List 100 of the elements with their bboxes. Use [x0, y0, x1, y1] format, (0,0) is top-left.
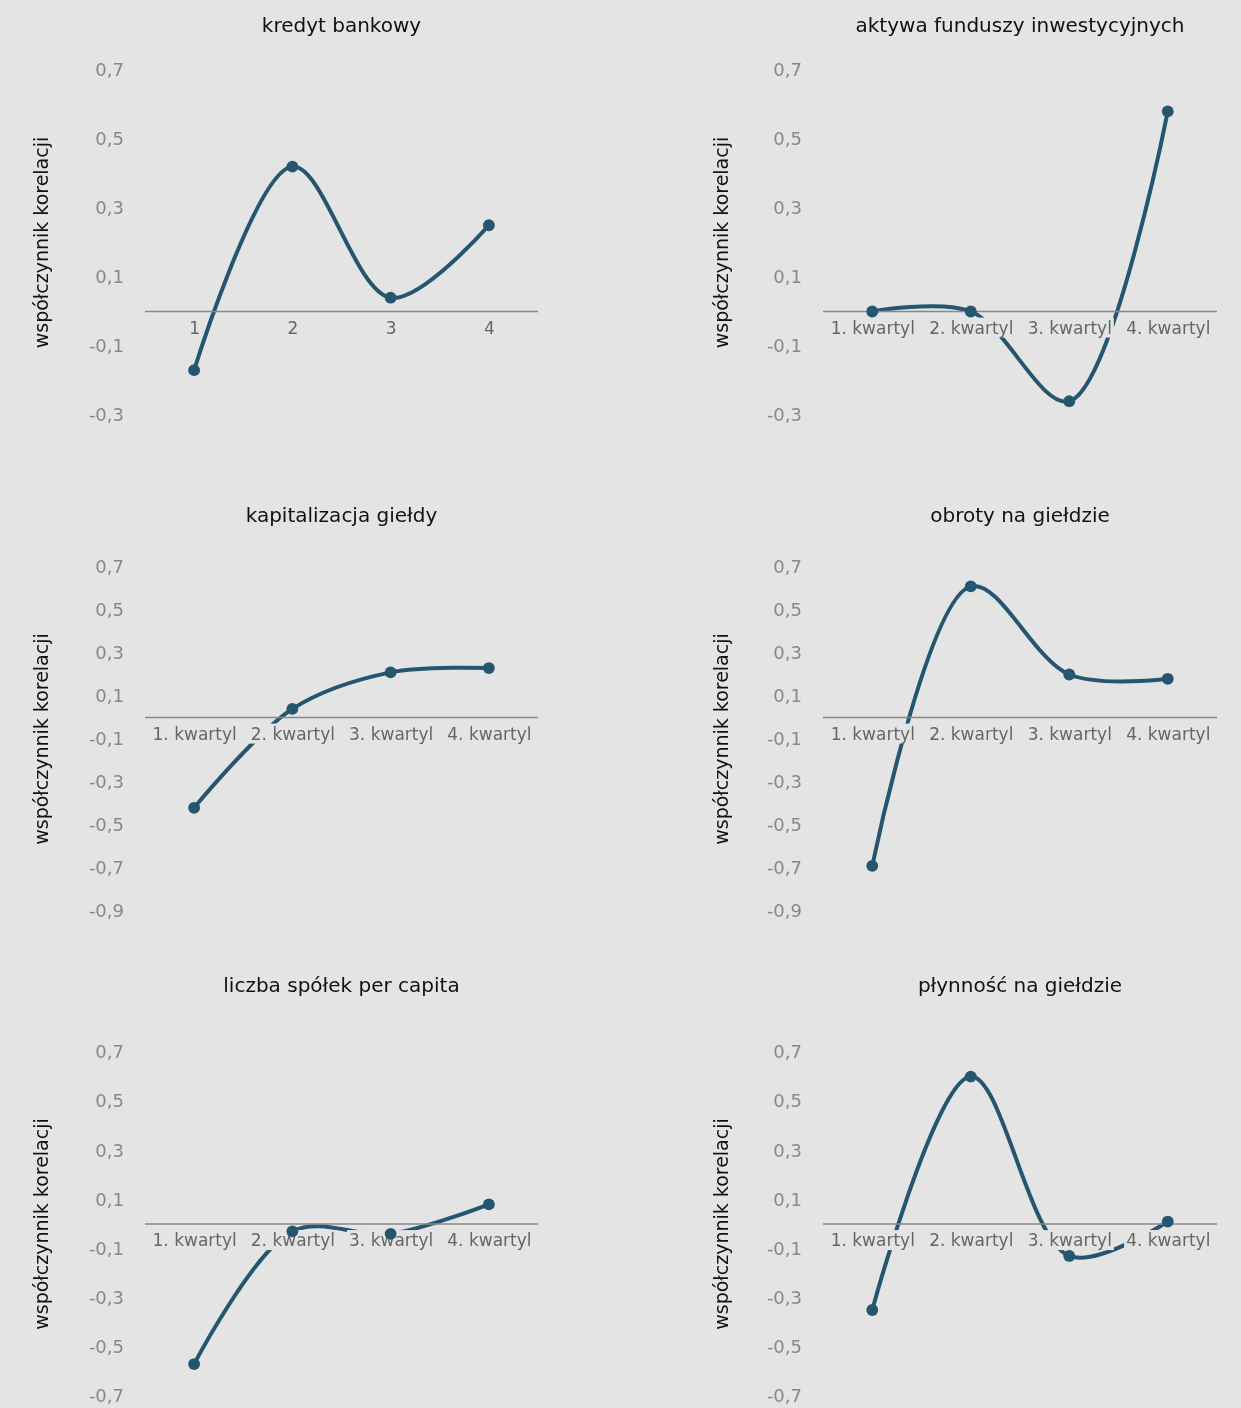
point: [286, 160, 299, 173]
y-tick-label: -0,5: [88, 1336, 124, 1358]
x-tick-label: 4: [483, 317, 495, 338]
y-tick-label: 0,3: [95, 642, 124, 664]
y-tick-label: 0,5: [773, 1090, 802, 1112]
y-tick-label: 0,1: [773, 1188, 802, 1210]
x-tick-label: 3. kwartyl: [349, 723, 434, 744]
x-tick-label: 1. kwartyl: [152, 1230, 237, 1251]
y-tick-label: -0,1: [766, 335, 802, 357]
y-tick-label: -0,3: [88, 404, 124, 426]
chart-title: obroty na giełdzie: [930, 503, 1110, 527]
y-tick-label: 0,5: [95, 599, 124, 621]
point: [188, 364, 201, 377]
x-tick-label: 4. kwartyl: [1126, 723, 1211, 744]
chart-title: kredyt bankowy: [261, 13, 422, 37]
y-axis-title: współczynnik korelacji: [710, 633, 732, 845]
chart-title: kapitalizacja giełdy: [245, 503, 438, 527]
y-tick-label: -0,7: [766, 1385, 802, 1407]
y-tick-label: 0,5: [773, 128, 802, 150]
y-tick-label: 0,5: [95, 128, 124, 150]
y-tick-label: 0,7: [773, 59, 802, 81]
point: [482, 219, 495, 232]
x-tick-label: 4. kwartyl: [1126, 1230, 1211, 1251]
y-axis-title: współczynnik korelacji: [710, 136, 732, 349]
x-tick-label: 2. kwartyl: [929, 723, 1014, 744]
x-tick-label: 2. kwartyl: [929, 1230, 1014, 1251]
y-tick-label: 0,5: [773, 599, 802, 621]
y-tick-label: 0,1: [95, 685, 124, 707]
y-tick-label: 0,3: [95, 1139, 124, 1161]
chart-title: liczba spółek per capita: [223, 973, 460, 997]
y-tick-label: 0,7: [95, 59, 124, 81]
y-tick-label: 0,3: [773, 1139, 802, 1161]
point: [1161, 1215, 1174, 1228]
y-tick-label: -0,9: [766, 900, 802, 922]
point: [286, 702, 299, 715]
x-tick-label: 2. kwartyl: [250, 1230, 335, 1251]
x-tick-label: 3. kwartyl: [1027, 317, 1112, 338]
x-tick-label: 3. kwartyl: [1027, 723, 1112, 744]
y-tick-label: -0,5: [766, 814, 802, 836]
x-tick-label: 3. kwartyl: [1027, 1230, 1112, 1251]
y-tick-label: 0,3: [95, 197, 124, 219]
y-tick-label: 0,7: [773, 1041, 802, 1063]
x-tick-label: 1. kwartyl: [830, 1230, 915, 1251]
y-tick-label: -0,1: [88, 335, 124, 357]
x-tick-label: 1. kwartyl: [830, 723, 915, 744]
x-tick-label: 1: [189, 317, 201, 338]
point: [384, 666, 397, 679]
chart-title: płynność na giełdzie: [917, 973, 1123, 997]
x-tick-label: 1. kwartyl: [830, 317, 915, 338]
point: [188, 801, 201, 814]
point: [1063, 395, 1076, 408]
x-tick-label: 4. kwartyl: [447, 1230, 532, 1251]
y-tick-label: -0,3: [88, 1286, 124, 1308]
y-tick-label: 0,7: [95, 1041, 124, 1063]
y-tick-label: 0,1: [773, 685, 802, 707]
chart-title: aktywa funduszy inwestycyjnych: [855, 13, 1185, 37]
y-tick-label: -0,7: [88, 1385, 124, 1407]
point: [866, 305, 879, 318]
y-tick-label: 0,3: [773, 197, 802, 219]
y-axis-title: współczynnik korelacji: [710, 1118, 732, 1330]
y-tick-label: 0,3: [773, 642, 802, 664]
y-tick-label: -0,9: [88, 900, 124, 922]
x-tick-label: 3. kwartyl: [349, 1230, 434, 1251]
y-tick-label: -0,1: [88, 1237, 124, 1259]
x-tick-label: 1. kwartyl: [152, 723, 237, 744]
point: [964, 305, 977, 318]
y-tick-label: 0,5: [95, 1090, 124, 1112]
y-tick-label: -0,1: [88, 728, 124, 750]
x-tick-label: 2. kwartyl: [250, 723, 335, 744]
point: [964, 580, 977, 593]
x-tick-label: 4. kwartyl: [447, 723, 532, 744]
y-tick-label: -0,1: [766, 728, 802, 750]
point: [964, 1070, 977, 1083]
y-tick-label: 0,7: [773, 556, 802, 578]
point: [1161, 672, 1174, 685]
x-tick-label: 2: [287, 317, 299, 338]
x-tick-label: 3: [385, 317, 397, 338]
y-tick-label: 0,1: [773, 266, 802, 288]
y-axis-title: współczynnik korelacji: [30, 136, 52, 349]
x-tick-label: 2. kwartyl: [929, 317, 1014, 338]
point: [384, 291, 397, 304]
point: [1161, 105, 1174, 118]
point: [1063, 668, 1076, 681]
point: [866, 1304, 879, 1316]
y-axis-title: współczynnik korelacji: [30, 1118, 52, 1330]
y-tick-label: -0,5: [766, 1336, 802, 1358]
y-tick-label: -0,7: [766, 857, 802, 879]
point: [482, 662, 495, 674]
y-tick-label: -0,1: [766, 1237, 802, 1259]
y-tick-label: 0,7: [95, 556, 124, 578]
y-tick-label: -0,5: [88, 814, 124, 836]
y-tick-label: -0,3: [766, 771, 802, 793]
y-tick-label: -0,3: [766, 404, 802, 426]
y-tick-label: -0,3: [88, 771, 124, 793]
point: [188, 1358, 201, 1370]
point: [866, 859, 879, 872]
point: [482, 1198, 495, 1211]
y-tick-label: -0,7: [88, 857, 124, 879]
y-tick-label: 0,1: [95, 266, 124, 288]
y-tick-label: -0,3: [766, 1286, 802, 1308]
